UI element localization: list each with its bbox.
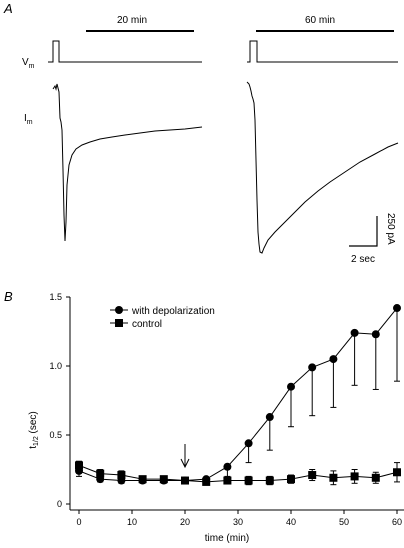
- legend-label-depolarization: with depolarization: [131, 306, 215, 317]
- data-point-control: [329, 473, 338, 482]
- vm-trace-right: [247, 40, 398, 63]
- data-point-depolarization: [308, 363, 317, 372]
- panel-a-label: A: [3, 1, 13, 16]
- legend-marker-circle: [115, 306, 123, 314]
- data-point-control: [393, 468, 401, 477]
- data-point-depolarization: [329, 355, 338, 364]
- data-point-depolarization: [265, 413, 274, 422]
- series-line-depolarization: [78, 307, 398, 482]
- legend-label-control: control: [132, 319, 162, 330]
- data-point-control: [117, 471, 126, 480]
- data-point-control: [181, 476, 189, 485]
- x-tick-label: 40: [286, 517, 296, 527]
- data-point-control: [244, 476, 253, 485]
- data-point-depolarization: [223, 462, 232, 471]
- protocol-label-60min: 60 min: [305, 15, 335, 26]
- data-point-control: [350, 472, 359, 481]
- vm-label: Vm: [22, 57, 35, 70]
- data-point-control: [223, 476, 232, 485]
- x-tick-label: 50: [339, 517, 349, 527]
- data-point-control: [96, 469, 105, 478]
- data-point-control: [202, 477, 211, 486]
- series-lines: [78, 307, 398, 483]
- protocol-label-20min: 20 min: [117, 15, 147, 26]
- x-tick-label: 10: [127, 517, 137, 527]
- data-point-control: [159, 475, 168, 484]
- scale-current-label: 250 pA: [385, 213, 396, 245]
- legend-marker-square: [115, 319, 123, 327]
- data-point-control: [265, 476, 274, 485]
- arrow-annotation: [180, 444, 190, 469]
- y-axis-label: t1/2 (sec): [28, 411, 40, 449]
- data-point-depolarization: [244, 439, 253, 448]
- x-tick-label: 60: [392, 517, 402, 527]
- y-tick-label: 1.5: [49, 292, 62, 302]
- data-point-depolarization: [393, 304, 401, 313]
- data-point-control: [308, 471, 317, 480]
- y-tick-label: 0.5: [49, 430, 62, 440]
- legend: with depolarization control: [110, 306, 215, 330]
- vm-trace-left: [48, 40, 202, 63]
- series-markers: [75, 304, 401, 486]
- x-ticks: 0 10 20 30 40 50 60: [76, 510, 402, 527]
- panel-b-label: B: [4, 289, 13, 304]
- x-tick-label: 0: [76, 517, 81, 527]
- y-tick-label: 1.0: [49, 361, 62, 371]
- x-tick-label: 20: [180, 517, 190, 527]
- data-point-control: [371, 473, 380, 482]
- x-axis-label: time (min): [205, 533, 249, 544]
- im-trace-right: [246, 81, 399, 254]
- chart-halftime-vs-time: 0 0.5 1.0 1.5 0 10 20 30 40 50 60 time (min) t1/2…: [28, 292, 404, 544]
- data-point-depolarization: [350, 328, 359, 337]
- im-trace-left: [52, 83, 203, 242]
- arrow-head: [180, 458, 190, 469]
- scale-time-label: 2 sec: [351, 254, 375, 265]
- y-tick-label: 0: [57, 499, 62, 509]
- data-point-depolarization: [371, 330, 380, 339]
- x-tick-label: 30: [233, 517, 243, 527]
- data-point-depolarization: [287, 382, 295, 391]
- scale-bar: [349, 216, 378, 247]
- im-label: Im: [24, 113, 33, 126]
- series-line-control: [78, 464, 398, 483]
- y-ticks: 0 0.5 1.0 1.5: [49, 292, 70, 509]
- data-point-control: [287, 475, 295, 484]
- data-point-control: [75, 461, 83, 470]
- data-point-control: [138, 475, 147, 484]
